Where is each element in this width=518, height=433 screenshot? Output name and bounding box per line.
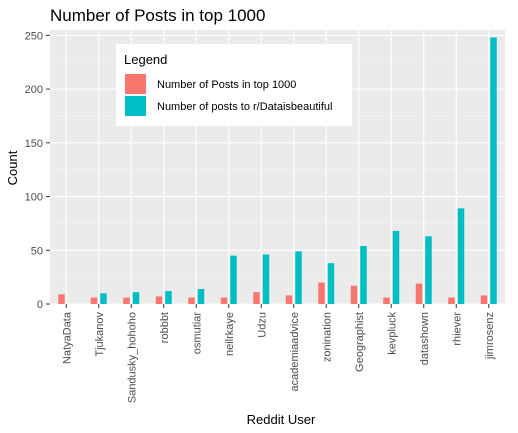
bar-Udzu-series-1 [253, 292, 260, 304]
bar-zonination-series-1 [318, 282, 325, 304]
legend-box [116, 44, 352, 126]
bar-kevpluck-series-2 [392, 230, 400, 304]
bar-jimrosenz-series-1 [480, 295, 488, 304]
y-tick-label: 50 [31, 245, 43, 257]
bar-Geographist-series-1 [350, 285, 358, 304]
legend-key-2 [125, 96, 146, 116]
y-tick-label: 150 [25, 138, 43, 150]
bar-neilrkaye-series-1 [220, 297, 228, 304]
bar-osmutiar-series-1 [188, 297, 195, 304]
bar-kevpluck-series-1 [383, 297, 390, 304]
x-tick-label: datashown [419, 312, 431, 365]
x-tick-label: academiaadvice [289, 312, 301, 392]
legend-key-1 [125, 74, 146, 94]
bar-neilrkaye-series-2 [230, 255, 237, 304]
bar-rhiever-series-2 [457, 208, 465, 304]
bar-Sandusky_hohoho-series-1 [123, 297, 130, 304]
x-tick-label: jimrosenz [484, 312, 496, 360]
y-tick-label: 100 [25, 192, 43, 204]
bar-jimrosenz-series-2 [490, 37, 497, 304]
legend-label-1: Number of Posts in top 1000 [157, 79, 296, 91]
bar-robbbt-series-2 [165, 291, 172, 304]
x-tick-label: Sandusky_hohoho [126, 312, 138, 403]
y-tick-label: 200 [25, 84, 43, 96]
bar-zonination-series-2 [327, 263, 335, 304]
chart-title: Number of Posts in top 1000 [50, 6, 265, 25]
bar-Geographist-series-2 [360, 245, 367, 304]
x-tick-label: osmutiar [191, 312, 203, 355]
bar-datashown-series-2 [425, 236, 432, 304]
x-tick-label: zonination [321, 312, 333, 362]
x-tick-label: NatyaData [61, 311, 73, 364]
bar-academiaadvice-series-2 [295, 251, 302, 304]
legend: Legend Number of Posts in top 1000 Number… [116, 44, 352, 126]
y-tick-label: 0 [37, 299, 43, 311]
x-tick-label: neilrkaye [224, 312, 236, 356]
y-tick-label: 250 [25, 30, 43, 42]
x-tick-label: Tjukanov [94, 312, 106, 357]
legend-label-2: Number of posts to r/Dataisbeautiful [157, 101, 332, 113]
bar-academiaadvice-series-1 [285, 295, 293, 304]
bar-NatyaData-series-1 [58, 294, 65, 304]
bar-Udzu-series-2 [262, 254, 270, 304]
bar-robbbt-series-1 [155, 296, 163, 304]
bar-osmutiar-series-2 [197, 288, 205, 304]
bar-rhiever-series-1 [448, 297, 455, 304]
x-tick-label: kevpluck [386, 312, 398, 355]
legend-title: Legend [124, 52, 167, 67]
x-axis: NatyaData Tjukanov Sandusky_hohoho robbbt os… [61, 304, 496, 403]
x-tick-label: Udzu [256, 312, 268, 338]
bars [58, 37, 497, 304]
x-tick-label: robbbt [159, 312, 171, 343]
x-tick-label: rhiever [451, 312, 463, 346]
bar-datashown-series-1 [415, 283, 423, 304]
bar-Tjukanov-series-2 [100, 293, 107, 304]
bar-Tjukanov-series-1 [90, 297, 98, 304]
y-axis-title: Count [5, 150, 20, 185]
y-axis: 0 50 100 150 200 250 [25, 30, 50, 311]
x-tick-label: Geographist [354, 312, 366, 372]
bar-Sandusky_hohoho-series-2 [132, 292, 140, 304]
x-axis-title: Reddit User [247, 412, 316, 427]
